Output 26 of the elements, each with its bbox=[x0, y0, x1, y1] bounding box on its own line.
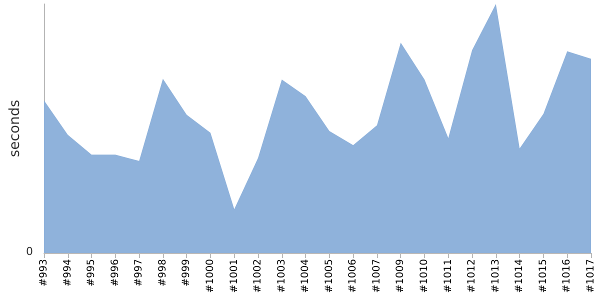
x-tick-label: #995 bbox=[86, 259, 98, 286]
x-tick-label: #1007 bbox=[371, 259, 382, 293]
x-tick-label: #999 bbox=[181, 259, 192, 286]
x-tick-label: #1016 bbox=[562, 259, 573, 293]
x-tick-label: #1017 bbox=[586, 259, 596, 293]
x-tick-label: #1011 bbox=[442, 259, 454, 293]
x-tick-label: #1005 bbox=[324, 259, 335, 293]
x-tick-label: #1012 bbox=[466, 259, 478, 293]
x-tick-label: #1003 bbox=[276, 259, 288, 293]
x-tick-label: #1010 bbox=[419, 259, 430, 293]
x-tick-label: #1004 bbox=[300, 259, 312, 293]
x-tick-label: #997 bbox=[134, 259, 145, 286]
x-tick-label: #1013 bbox=[490, 259, 502, 293]
x-tick-label: #993 bbox=[38, 259, 50, 286]
y-axis-title: seconds bbox=[7, 100, 23, 158]
x-tick-label: #1009 bbox=[395, 259, 406, 293]
x-tick-label: #1014 bbox=[514, 259, 526, 293]
x-tick-label: #1000 bbox=[204, 259, 216, 293]
x-tick-label: #994 bbox=[62, 259, 74, 286]
x-tick-label: #1001 bbox=[228, 259, 240, 293]
x-tick-label: #1015 bbox=[538, 259, 549, 293]
x-tick-label: #998 bbox=[157, 259, 168, 286]
x-tick-label: #996 bbox=[110, 259, 121, 286]
text: 0 bbox=[26, 245, 33, 258]
x-tick-label: #1006 bbox=[348, 259, 359, 293]
x-tick-label: #1002 bbox=[252, 259, 264, 293]
